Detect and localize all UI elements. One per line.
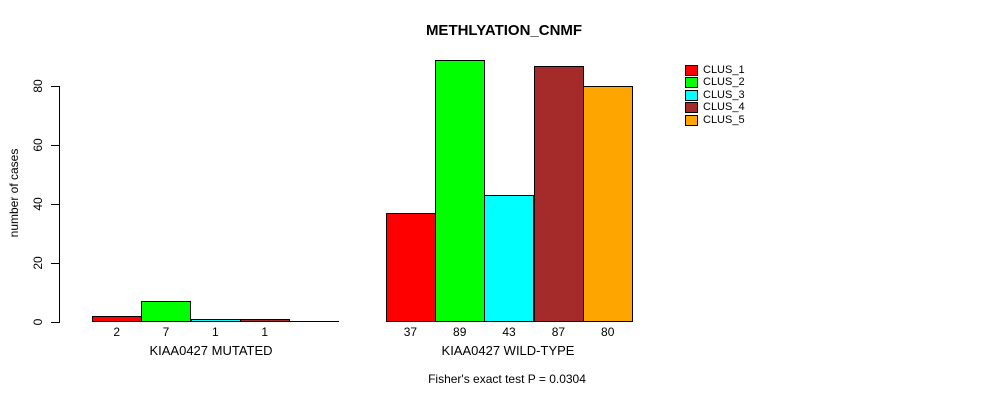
bar-kiaa0427-mutated-clus-5 — [289, 321, 339, 322]
legend-swatch-clus-5 — [685, 115, 698, 126]
y-tick — [51, 322, 59, 323]
legend-item-clus-1: CLUS_1 — [685, 65, 755, 76]
bar-value-label: 1 — [261, 325, 269, 339]
y-tick — [51, 263, 59, 264]
bar-value-label: 87 — [551, 325, 566, 339]
y-tick — [51, 204, 59, 205]
bar-kiaa0427-mutated-clus-4 — [240, 319, 290, 322]
bar-kiaa0427-mutated-clus-1 — [92, 316, 142, 322]
bar-kiaa0427-wild-type-clus-2 — [435, 60, 485, 322]
bar-value-label: 2 — [113, 325, 121, 339]
legend-label: CLUS_2 — [703, 76, 745, 88]
bar-value-label: 80 — [601, 325, 615, 339]
legend-item-clus-2: CLUS_2 — [685, 77, 755, 88]
legend-swatch-clus-3 — [685, 90, 698, 101]
bar-value-label: 37 — [403, 325, 418, 339]
y-axis-line — [59, 86, 60, 323]
bar-value-label: 1 — [212, 325, 219, 339]
bar-kiaa0427-mutated-clus-2 — [141, 301, 191, 322]
y-tick-label: 60 — [31, 138, 45, 152]
legend-swatch-clus-1 — [685, 65, 698, 76]
legend-item-clus-3: CLUS_3 — [685, 90, 755, 101]
group-label-wild-type: KIAA0427 WILD-TYPE — [441, 343, 575, 358]
bar-kiaa0427-wild-type-clus-4 — [534, 66, 584, 322]
bar-value-label: 43 — [502, 325, 516, 339]
legend-item-clus-5: CLUS_5 — [685, 115, 755, 126]
bar-value-label: 7 — [162, 325, 170, 339]
bar-kiaa0427-wild-type-clus-5 — [583, 86, 633, 322]
y-tick — [51, 86, 59, 87]
bar-kiaa0427-wild-type-clus-1 — [386, 213, 436, 322]
legend-label: CLUS_4 — [703, 101, 745, 113]
y-axis-label: number of cases — [7, 148, 21, 238]
y-tick-label: 40 — [31, 197, 45, 211]
legend-label: CLUS_3 — [703, 89, 745, 101]
bar-value-label: 89 — [453, 325, 467, 339]
chart-title: METHLYATION_CNMF — [425, 22, 583, 39]
bar-kiaa0427-wild-type-clus-3 — [484, 195, 534, 322]
group-label-mutated: KIAA0427 MUTATED — [149, 343, 273, 358]
y-tick-label: 0 — [31, 318, 45, 326]
y-tick — [51, 145, 59, 146]
bar-kiaa0427-mutated-clus-3 — [191, 319, 241, 322]
legend-item-clus-4: CLUS_4 — [685, 102, 755, 113]
y-tick-label: 20 — [31, 256, 45, 270]
legend-label: CLUS_5 — [703, 114, 745, 126]
legend-swatch-clus-2 — [685, 77, 698, 88]
y-tick-label: 80 — [31, 79, 45, 93]
legend-swatch-clus-4 — [685, 102, 698, 113]
legend-label: CLUS_1 — [703, 64, 745, 76]
fisher-test-footnote: Fisher's exact test P = 0.0304 — [428, 372, 586, 386]
